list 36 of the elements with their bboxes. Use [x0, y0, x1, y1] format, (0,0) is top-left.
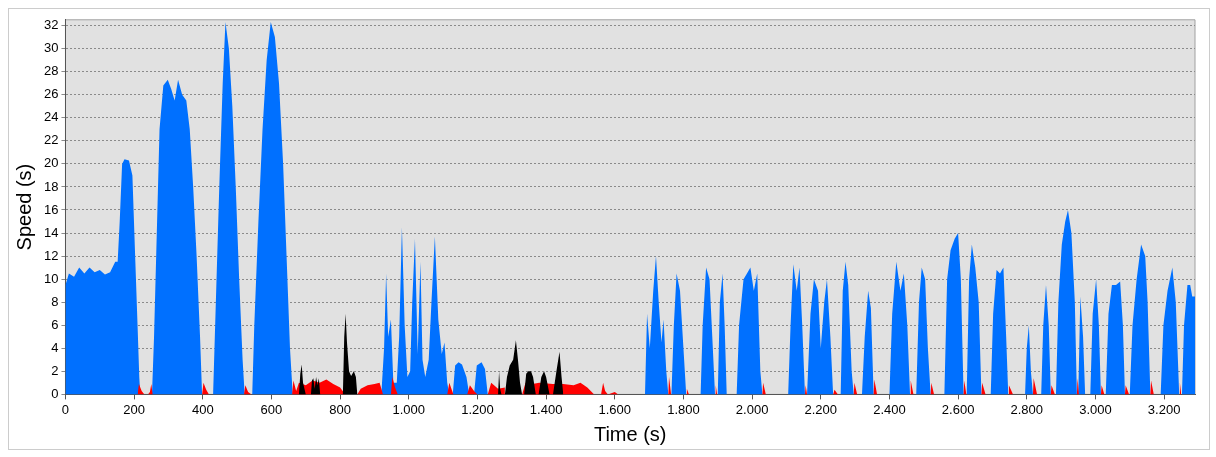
y-tick-label: 8 [51, 293, 59, 309]
x-tick-label: 2.600 [941, 401, 975, 417]
y-tick-label: 24 [43, 109, 59, 125]
y-tick-label: 18 [43, 178, 59, 194]
y-tick-label: 22 [43, 132, 59, 148]
y-tick-label: 20 [43, 155, 59, 171]
x-tick-label: 1.000 [392, 401, 426, 417]
x-tick-label: 2.000 [735, 401, 769, 417]
y-tick-label: 26 [43, 86, 59, 102]
y-axis-title: Speed (s) [12, 163, 35, 251]
x-tick-label: 2.200 [804, 401, 838, 417]
y-tick-label: 30 [43, 40, 59, 56]
x-tick-label: 2.400 [873, 401, 906, 417]
y-tick-label: 32 [43, 17, 59, 33]
x-tick-label: 1.600 [598, 401, 632, 417]
y-tick-label: 28 [43, 63, 59, 79]
y-tick-label: 4 [51, 339, 59, 355]
y-tick-label: 2 [51, 362, 59, 378]
x-axis-title: Time (s) [593, 422, 667, 445]
y-tick-label: 12 [43, 247, 59, 263]
y-tick-label: 14 [43, 224, 59, 240]
y-tick-label: 0 [51, 385, 59, 401]
x-tick-label: 200 [123, 401, 145, 417]
y-tick-label: 10 [43, 270, 59, 286]
x-tick-label: 600 [260, 401, 283, 417]
y-tick-label: 16 [43, 201, 59, 217]
x-tick-label: 400 [191, 401, 214, 417]
x-tick-label: 800 [329, 401, 351, 417]
x-tick-label: 0 [61, 401, 70, 417]
x-tick-label: 3.000 [1079, 401, 1112, 417]
x-tick-label: 1.200 [461, 401, 494, 417]
x-tick-label: 1.400 [529, 401, 563, 417]
x-tick-label: 2.800 [1010, 401, 1044, 417]
y-tick-label: 6 [51, 316, 59, 332]
x-tick-label: 3.200 [1147, 401, 1181, 417]
x-tick-label: 1.800 [667, 401, 700, 417]
